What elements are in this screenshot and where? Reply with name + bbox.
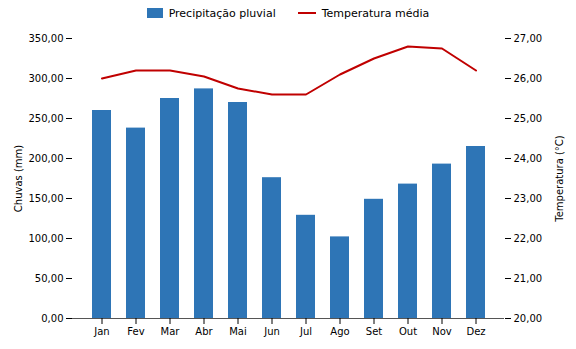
svg-text:Temperatura (°C): Temperatura (°C) xyxy=(554,135,565,223)
svg-text:23,00: 23,00 xyxy=(514,193,543,204)
html-text:Temperatura média: Temperatura média xyxy=(321,6,430,20)
svg-text:Out: Out xyxy=(399,326,417,337)
svg-text:Ago: Ago xyxy=(330,326,349,337)
svg-text:21,00: 21,00 xyxy=(514,273,543,284)
svg-text:Mar: Mar xyxy=(161,326,181,337)
svg-text:0,00: 0,00 xyxy=(41,313,63,324)
svg-text:250,00: 250,00 xyxy=(29,113,64,124)
svg-text:Chuvas (mm): Chuvas (mm) xyxy=(13,145,24,212)
svg-text:350,00: 350,00 xyxy=(29,33,64,44)
svg-text:150,00: 150,00 xyxy=(29,193,64,204)
svg-text:Dez: Dez xyxy=(466,326,485,337)
svg-text:Fev: Fev xyxy=(127,326,144,337)
svg-text:Set: Set xyxy=(366,326,383,337)
svg-text:Abr: Abr xyxy=(195,326,213,337)
svg-text:22,00: 22,00 xyxy=(514,233,543,244)
svg-text:100,00: 100,00 xyxy=(29,233,64,244)
svg-text:27,00: 27,00 xyxy=(514,33,543,44)
svg-text:200,00: 200,00 xyxy=(29,153,64,164)
svg-text:25,00: 25,00 xyxy=(514,113,543,124)
svg-text:300,00: 300,00 xyxy=(29,73,64,84)
svg-text:Jun: Jun xyxy=(263,326,280,337)
svg-text:26,00: 26,00 xyxy=(514,73,543,84)
svg-text:Nov: Nov xyxy=(432,326,452,337)
html-text:Precipitação pluvial: Precipitação pluvial xyxy=(168,6,276,20)
svg-text:20,00: 20,00 xyxy=(514,313,543,324)
svg-text:Jan: Jan xyxy=(93,326,109,337)
svg-text:Jul: Jul xyxy=(299,326,312,337)
svg-text:50,00: 50,00 xyxy=(35,273,64,284)
svg-text:24,00: 24,00 xyxy=(514,153,543,164)
svg-text:Mai: Mai xyxy=(229,326,247,337)
